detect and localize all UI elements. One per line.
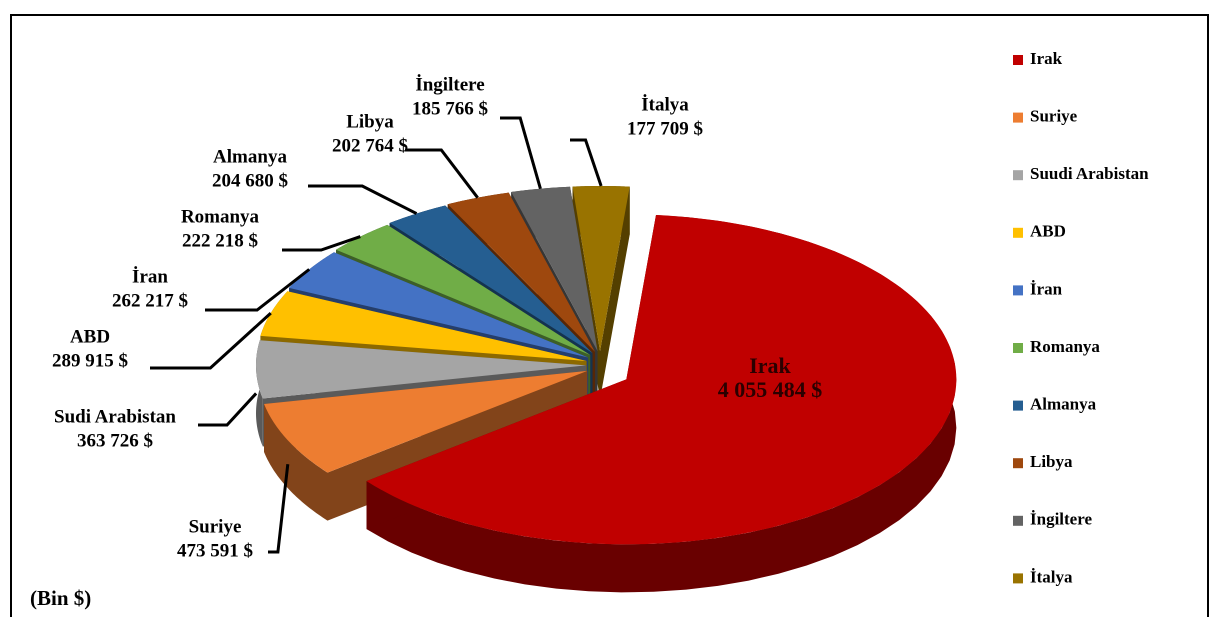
data-label-value: 204 680 $ xyxy=(212,170,288,191)
legend-swatch xyxy=(1013,170,1023,181)
legend-label: İngiltere xyxy=(1030,510,1092,529)
data-label-value: 177 709 $ xyxy=(627,118,703,139)
slice xyxy=(572,186,630,352)
leader-line xyxy=(405,148,479,199)
slice xyxy=(264,370,588,473)
legend-swatch xyxy=(1013,515,1023,526)
legend-swatch xyxy=(1013,343,1023,353)
unit-note: (Bin $) xyxy=(30,586,91,610)
legend-label: Irak xyxy=(1030,49,1063,68)
legend-label: ABD xyxy=(1030,222,1066,241)
data-label-name: Sudi Arabistan xyxy=(54,406,176,427)
data-label-name: İran xyxy=(132,266,168,287)
data-label-name: Romanya xyxy=(181,206,260,227)
data-label-value: 4 055 484 $ xyxy=(718,377,823,402)
legend-label: Libya xyxy=(1030,452,1073,471)
data-label-value: 202 764 $ xyxy=(332,135,408,156)
slice xyxy=(511,186,598,352)
leader-line xyxy=(500,116,542,190)
legend-label: Almanya xyxy=(1030,395,1097,414)
leader-line xyxy=(150,311,272,370)
chart-border xyxy=(10,14,1209,617)
legend-swatch xyxy=(1013,573,1023,584)
legend-swatch xyxy=(1013,400,1023,411)
data-label-value: 473 591 $ xyxy=(177,540,253,561)
data-label-value: 289 915 $ xyxy=(52,350,128,371)
leader-line xyxy=(282,235,361,252)
leader-line xyxy=(308,184,418,215)
data-label-value: 363 726 $ xyxy=(77,430,153,451)
slice xyxy=(288,252,589,358)
data-label-value: 185 766 $ xyxy=(412,98,488,119)
leader-line xyxy=(570,138,603,187)
legend-swatch xyxy=(1013,55,1023,65)
legend-label: Suudi Arabistan xyxy=(1030,164,1149,183)
data-label-name: Irak xyxy=(749,353,791,378)
slice xyxy=(336,224,591,355)
leader-line xyxy=(205,268,311,312)
legend-swatch xyxy=(1013,112,1023,123)
data-label-name: Libya xyxy=(346,111,394,132)
data-label-name: İngiltere xyxy=(415,74,484,95)
slice-side xyxy=(366,215,957,593)
slice xyxy=(366,215,957,545)
leader-line xyxy=(198,392,258,427)
data-label-name: ABD xyxy=(70,326,110,347)
legend-label: İtalya xyxy=(1030,567,1073,586)
data-label-value: 222 218 $ xyxy=(182,230,258,251)
legend-label: İran xyxy=(1030,279,1063,298)
slice xyxy=(256,340,587,399)
leader-line xyxy=(268,464,290,554)
data-label-value: 262 217 $ xyxy=(112,290,188,311)
slice xyxy=(447,192,596,352)
data-label-name: Almanya xyxy=(213,146,287,167)
data-label-name: İtalya xyxy=(641,94,689,115)
slice xyxy=(260,291,587,361)
legend-swatch xyxy=(1013,285,1023,296)
data-label-name: Suriye xyxy=(189,516,242,537)
legend-swatch xyxy=(1013,458,1023,469)
legend-swatch xyxy=(1013,227,1023,238)
slice xyxy=(389,205,593,354)
legend-label: Romanya xyxy=(1030,337,1100,356)
legend-label: Suriye xyxy=(1030,107,1078,126)
